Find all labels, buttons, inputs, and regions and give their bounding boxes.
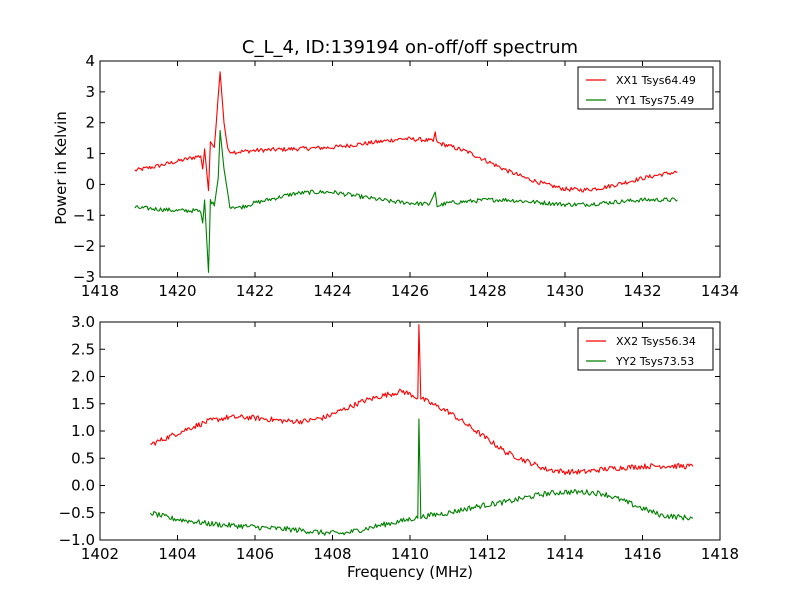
x-tick-label: 1434 (701, 282, 739, 300)
top-panel: 1418 1420 1422 1424 1426 1428 1430 1432 1434 4 3 2 1… (73, 52, 739, 300)
y-tick-label: −1.0 (59, 531, 95, 549)
y-tick-label: 2.0 (71, 368, 95, 386)
legend-label: XX1 Tsys64.49 (616, 74, 696, 87)
series-line-xx1 (134, 71, 678, 193)
x-tick-label: 1424 (313, 282, 351, 300)
x-tick-label: 1426 (391, 282, 429, 300)
x-tick-label: 1414 (546, 545, 584, 563)
y-tick-label: 1 (85, 145, 95, 163)
x-tick-label: 1420 (158, 282, 196, 300)
x-tick-label: 1402 (81, 545, 119, 563)
legend: XX1 Tsys64.49 YY1 Tsys75.49 (577, 66, 714, 110)
legend: XX2 Tsys56.34 YY2 Tsys73.53 (577, 327, 714, 371)
y-tick-label: −0.5 (59, 504, 95, 522)
x-tick-label: 1428 (468, 282, 506, 300)
x-tick-label: 1412 (468, 545, 506, 563)
x-axis-label: Frequency (MHz) (347, 563, 473, 581)
series-line-yy2 (149, 418, 694, 536)
y-tick-label: 0 (85, 175, 95, 193)
x-tick-label: 1408 (313, 545, 351, 563)
y-tick-label: 1.0 (71, 422, 95, 440)
x-tick-label: 1404 (158, 545, 196, 563)
y-tick-label: −3 (73, 268, 95, 286)
legend-label: YY2 Tsys73.53 (615, 355, 694, 368)
x-tick-label: 1422 (236, 282, 274, 300)
y-tick-label: 3.0 (71, 313, 95, 331)
legend-box (577, 327, 714, 371)
x-tick-label: 1418 (81, 282, 119, 300)
y-tick-label: 2 (85, 114, 95, 132)
series-line-yy1 (134, 129, 678, 273)
x-tick-label: 1410 (391, 545, 429, 563)
y-tick-label: 4 (85, 52, 95, 70)
x-tick-label: 1416 (623, 545, 661, 563)
x-tick-label: 1432 (623, 282, 661, 300)
y-tick-label: 3 (85, 83, 95, 101)
legend-label: YY1 Tsys75.49 (615, 94, 694, 107)
y-tick-label: 0.5 (71, 449, 95, 467)
legend-box (577, 66, 714, 110)
chart-title: C_L_4, ID:139194 on-off/off spectrum (242, 37, 578, 58)
bottom-panel: 1402 1404 1406 1408 1410 1412 1414 1416 1418 3.0 2… (59, 313, 740, 563)
y-tick-label: −2 (73, 237, 95, 255)
y-tick-label: 0.0 (71, 477, 95, 495)
x-tick-label: 1430 (546, 282, 584, 300)
x-tick-label: 1406 (236, 545, 274, 563)
series-line-xx2 (150, 324, 694, 476)
y-tick-label: 2.5 (71, 340, 95, 358)
y-axis-label: Power in Kelvin (52, 111, 70, 225)
legend-label: XX2 Tsys56.34 (616, 335, 696, 348)
y-tick-label: −1 (73, 206, 95, 224)
x-tick-label: 1418 (701, 545, 739, 563)
y-tick-label: 1.5 (71, 395, 95, 413)
